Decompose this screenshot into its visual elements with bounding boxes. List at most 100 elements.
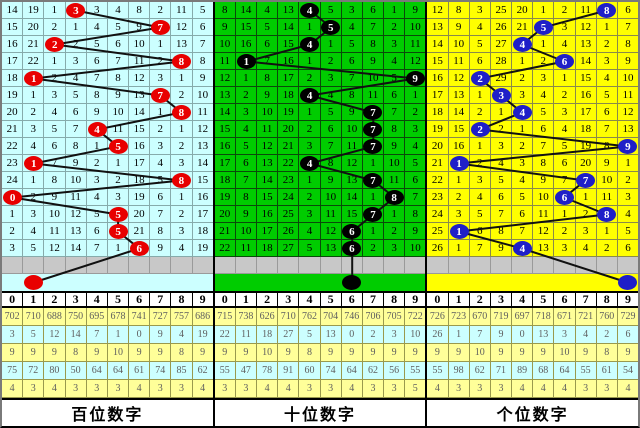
miss-count-cell: 12 [65, 206, 87, 223]
miss-count-cell: 12 [617, 104, 638, 121]
stats-cell: 85 [171, 362, 193, 380]
miss-count-cell: 5 [533, 104, 555, 121]
miss-count-cell: 7 [490, 206, 513, 223]
miss-count-cell: 11 [405, 36, 426, 53]
miss-count-cell: 1 [299, 19, 321, 36]
miss-count-cell: 6 [469, 53, 491, 70]
digit-header-cell: 6 [342, 292, 363, 306]
miss-count-cell: 1 [235, 70, 258, 87]
stats-cell: 14 [65, 326, 87, 344]
drawn-number-ball: 7 [150, 20, 170, 35]
miss-count-cell: 1 [490, 104, 513, 121]
miss-count-cell: 7 [596, 121, 618, 138]
miss-count-cell: 20 [2, 104, 24, 121]
stats-cell: 741 [129, 308, 151, 326]
miss-count-cell: 5 [23, 240, 45, 257]
miss-count-cell: 3 [596, 53, 618, 70]
pending-cell [44, 257, 66, 274]
grid-row: 3 5 12 14 7 1 9 4 19 [2, 240, 213, 257]
miss-count-cell: 3 [23, 121, 45, 138]
stats-row: 55 98 62 71 89 68 64 55 61 54 [427, 362, 638, 380]
miss-count-cell: 10 [257, 104, 279, 121]
miss-count-cell: 8 [129, 2, 151, 19]
miss-count-cell: 11 [129, 53, 151, 70]
miss-count-cell: 19 [23, 2, 45, 19]
stats-cell: 746 [341, 308, 363, 326]
miss-count-cell: 9 [405, 223, 426, 240]
miss-count-cell: 8 [617, 36, 638, 53]
stats-cell: 4 [129, 380, 151, 398]
stats-cell: 3 [554, 326, 576, 344]
miss-count-cell: 22 [214, 240, 236, 257]
miss-count-cell: 18 [427, 104, 449, 121]
stats-cell: 9 [533, 344, 555, 362]
miss-count-cell: 4 [469, 189, 491, 206]
miss-count-cell: 21 [129, 223, 151, 240]
stats-row: 26 1 7 9 0 13 3 4 2 6 [427, 326, 638, 344]
miss-count-cell: 6 [384, 87, 406, 104]
miss-count-cell: 9 [596, 155, 618, 172]
miss-count-cell: 3 [65, 53, 87, 70]
miss-count-cell: 5 [596, 87, 618, 104]
miss-count-cell: 1 [23, 172, 45, 189]
miss-count-cell: 11 [596, 189, 618, 206]
stats-cell: 3 [65, 380, 87, 398]
miss-count-cell: 16 [129, 138, 151, 155]
miss-count-cell: 7 [86, 70, 108, 87]
pending-cell [235, 257, 258, 274]
miss-count-cell: 6 [341, 53, 363, 70]
miss-count-cell: 9 [405, 2, 426, 19]
miss-count-cell: 15 [278, 36, 300, 53]
stats-cell: 723 [448, 308, 470, 326]
miss-count-cell: 2 [469, 104, 491, 121]
miss-count-cell: 18 [192, 223, 213, 240]
grid-row: 19 1 3 5 8 9 13 2 10 [2, 87, 213, 104]
stats-cell: 706 [362, 308, 385, 326]
miss-count-cell: 19 [278, 104, 300, 121]
miss-count-cell: 10 [362, 70, 385, 87]
digit-header-cell: 4 [512, 292, 534, 306]
stats-cell: 4 [512, 380, 534, 398]
grid-row: 18 14 2 1 5 3 17 6 12 [427, 104, 638, 121]
miss-count-cell: 3 [405, 121, 426, 138]
grid-row: 15 20 2 1 4 5 9 12 6 [2, 19, 213, 36]
miss-count-cell: 2 [554, 2, 576, 19]
miss-count-cell: 2 [384, 19, 406, 36]
miss-count-cell: 9 [192, 70, 213, 87]
stats-cell: 704 [320, 308, 342, 326]
pending-cell [554, 257, 576, 274]
grid-row: 14 10 5 27 1 4 13 2 8 [427, 36, 638, 53]
miss-count-cell: 9 [533, 172, 555, 189]
panel-title: 百位数字 [2, 398, 213, 426]
miss-count-cell: 2 [448, 189, 470, 206]
miss-count-cell: 2 [384, 223, 406, 240]
miss-count-cell: 2 [596, 240, 618, 257]
pending-cell [2, 257, 24, 274]
miss-count-cell: 14 [257, 172, 279, 189]
miss-count-cell: 3 [150, 138, 172, 155]
stats-cell: 9 [575, 344, 597, 362]
stats-cell: 22 [214, 326, 236, 344]
pending-cell [596, 257, 618, 274]
stats-cell: 4 [533, 380, 555, 398]
miss-count-cell: 4 [86, 19, 108, 36]
drawn-number-ball: 5 [108, 224, 128, 239]
miss-count-cell: 11 [192, 104, 213, 121]
stats-cell: 47 [235, 362, 258, 380]
stats-cell: 3 [448, 380, 470, 398]
stats-cell: 750 [65, 308, 87, 326]
digit-grid: 12 8 3 25 20 1 2 11 6 13 9 4 26 21 3 12 1 7 14 10 5 27 1 4 13 2 8 1… [427, 2, 638, 291]
miss-count-cell: 3 [490, 138, 513, 155]
miss-count-cell: 6 [44, 138, 66, 155]
miss-count-cell: 9 [320, 172, 342, 189]
miss-count-cell: 27 [490, 36, 513, 53]
digit-grid: 8 14 4 13 5 3 6 1 9 9 15 5 14 1 4 7 2 10 10 16 6 15 1 5 8 3 11 11 7 1… [214, 2, 426, 291]
miss-count-cell: 8 [341, 87, 363, 104]
miss-count-cell: 9 [235, 206, 258, 223]
miss-count-cell: 2 [44, 19, 66, 36]
panel-1: 14 19 1 3 4 8 2 11 5 15 20 2 1 4 5 9 12 6 16 21 2 5 6 10 1 13 7 17 2… [2, 2, 213, 426]
miss-count-cell: 4 [171, 240, 193, 257]
miss-count-cell: 2 [299, 121, 321, 138]
stats-cell: 54 [617, 362, 638, 380]
